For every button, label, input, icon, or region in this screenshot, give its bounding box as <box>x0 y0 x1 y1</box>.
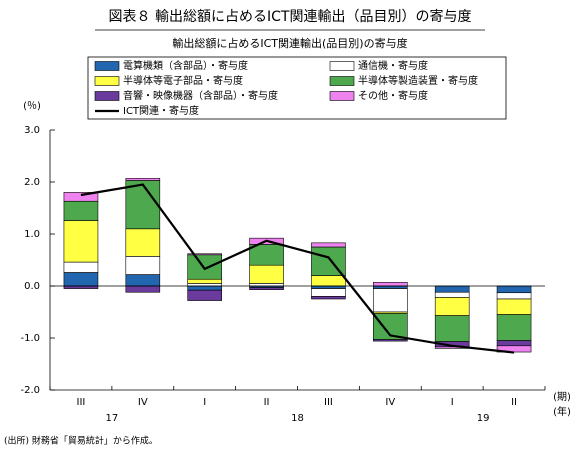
bar-segment <box>249 287 284 290</box>
legend-swatch <box>94 91 120 101</box>
legend-label: ICT関連・寄与度 <box>123 104 199 117</box>
bar-segment <box>434 285 470 293</box>
bar-segment <box>187 289 222 301</box>
bar-segment <box>496 298 532 315</box>
legend-label: 半導体等製造装置・寄与度 <box>358 74 478 87</box>
bar-segment <box>125 180 161 230</box>
bar-segment <box>249 264 284 284</box>
legend-swatch <box>329 61 355 71</box>
y-tick-label: 2.0 <box>24 177 40 188</box>
x-tick-label: II <box>511 397 517 408</box>
bar-segment <box>496 314 532 341</box>
year-label: 17 <box>106 413 119 424</box>
x-tick-label: III <box>77 397 86 408</box>
bar-segment <box>187 253 222 256</box>
legend-swatch <box>94 61 120 71</box>
legend-label: その他・寄与度 <box>358 89 428 102</box>
chart-title: 図表８ 輸出総額に占めるICT関連輸出（品目別）の寄与度 <box>109 8 472 25</box>
y-tick-label: 3.0 <box>24 125 40 136</box>
bar-segment <box>125 178 161 181</box>
bar-segment <box>311 288 346 297</box>
bar-segment <box>311 275 346 287</box>
y-axis-label: (％) <box>23 101 41 112</box>
chart-subtitle: 輸出総額に占めるICT関連輸出(品目別)の寄与度 <box>172 36 407 50</box>
legend-label: 通信機・寄与度 <box>358 59 428 72</box>
bar-segment <box>373 339 408 342</box>
bar-segment <box>373 288 408 313</box>
line-series <box>80 183 515 354</box>
bar-segment <box>496 285 532 294</box>
x-tick-label: III <box>324 397 333 408</box>
legend-label: 半導体等電子部品・寄与度 <box>123 74 243 87</box>
bar-segment <box>496 340 532 347</box>
bar-segment <box>125 274 161 287</box>
legend-swatch <box>329 91 355 101</box>
bar-segment <box>125 285 161 293</box>
x-tick-label: IV <box>385 397 395 408</box>
bar-segment <box>434 315 470 342</box>
x-tick-label: I <box>451 397 454 408</box>
year-label: 18 <box>291 413 304 424</box>
bar-segment <box>311 296 346 300</box>
legend-box <box>87 56 507 120</box>
bar-segment <box>63 272 99 287</box>
bar-segment <box>125 256 161 275</box>
source-note: (出所) 財務省「貿易統計」から作成。 <box>4 435 158 447</box>
bar-segment <box>373 282 408 287</box>
x-axis-label: (期) <box>553 391 571 403</box>
x-tick-label: II <box>264 397 270 408</box>
group-label: (年) <box>553 405 571 418</box>
bar-segment <box>125 228 161 257</box>
bar-segment <box>63 261 99 273</box>
legend-swatch <box>329 76 355 86</box>
bar-segment <box>187 278 222 284</box>
bar-segment <box>63 220 99 263</box>
bar-segment <box>434 297 470 316</box>
legend-label: 音響・映像機器（含部品）・寄与度 <box>123 89 278 102</box>
legend-label: 電算機類（含部品）・寄与度 <box>123 59 248 72</box>
bar-segment <box>187 285 222 291</box>
x-tick-label: I <box>203 397 206 408</box>
bar-segment <box>434 291 470 298</box>
bar-segment <box>496 292 532 300</box>
year-label: 19 <box>477 413 490 424</box>
bar-segment <box>311 242 346 248</box>
y-tick-label: 1.0 <box>24 229 40 240</box>
y-tick-label: 0.0 <box>24 281 40 292</box>
bar-segment <box>249 244 284 266</box>
bar-segment <box>63 192 99 202</box>
y-tick-label: -1.0 <box>20 333 40 344</box>
x-tick-label: IV <box>138 397 148 408</box>
bar-segment <box>63 200 99 221</box>
y-tick-label: -2.0 <box>20 385 40 396</box>
legend-swatch <box>94 76 120 86</box>
